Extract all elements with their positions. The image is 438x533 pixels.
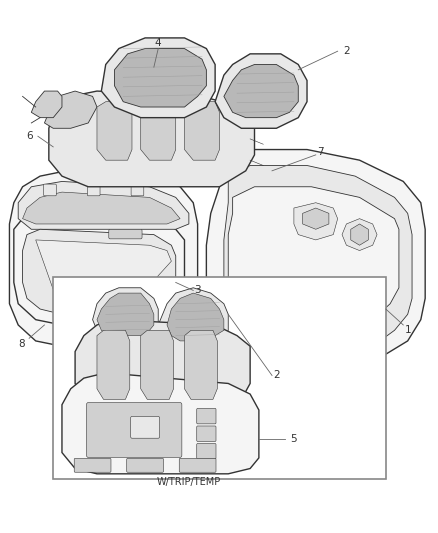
Polygon shape [206, 150, 424, 373]
Polygon shape [114, 49, 206, 107]
Polygon shape [223, 64, 297, 118]
Polygon shape [97, 102, 132, 160]
Polygon shape [35, 240, 171, 314]
FancyBboxPatch shape [196, 426, 215, 441]
Polygon shape [293, 203, 337, 240]
FancyBboxPatch shape [196, 408, 215, 424]
Text: W/TRIP/TEMP: W/TRIP/TEMP [156, 477, 220, 487]
Polygon shape [302, 208, 328, 229]
FancyBboxPatch shape [87, 184, 100, 196]
FancyBboxPatch shape [53, 277, 385, 479]
FancyBboxPatch shape [196, 443, 215, 459]
Polygon shape [22, 229, 175, 314]
Polygon shape [141, 102, 175, 160]
FancyBboxPatch shape [131, 184, 144, 196]
Polygon shape [49, 91, 254, 187]
FancyBboxPatch shape [179, 458, 215, 472]
Polygon shape [75, 320, 250, 410]
Text: 2: 2 [272, 370, 279, 381]
Polygon shape [350, 224, 367, 245]
Text: 3: 3 [194, 286, 201, 295]
Polygon shape [10, 171, 197, 346]
Text: 2: 2 [343, 46, 349, 56]
Polygon shape [101, 38, 215, 118]
Text: 6: 6 [26, 131, 32, 141]
Text: 1: 1 [403, 325, 410, 335]
Text: 7: 7 [316, 147, 323, 157]
Polygon shape [97, 293, 153, 336]
Text: 4: 4 [155, 38, 161, 48]
Polygon shape [223, 165, 411, 357]
FancyBboxPatch shape [109, 229, 142, 239]
FancyBboxPatch shape [86, 402, 181, 457]
Polygon shape [97, 330, 130, 399]
Polygon shape [44, 91, 97, 128]
Polygon shape [228, 187, 398, 336]
FancyBboxPatch shape [127, 458, 163, 472]
Polygon shape [184, 330, 217, 399]
Polygon shape [341, 219, 376, 251]
Polygon shape [31, 91, 62, 118]
Polygon shape [141, 330, 173, 399]
Polygon shape [158, 288, 228, 346]
Polygon shape [14, 213, 184, 325]
Polygon shape [22, 192, 180, 224]
Polygon shape [166, 293, 223, 341]
Polygon shape [215, 54, 306, 128]
Text: 8: 8 [18, 338, 25, 349]
Polygon shape [62, 373, 258, 474]
Text: 5: 5 [290, 434, 297, 445]
FancyBboxPatch shape [43, 184, 56, 196]
FancyBboxPatch shape [74, 458, 111, 472]
FancyBboxPatch shape [131, 416, 159, 438]
Polygon shape [92, 288, 158, 341]
Polygon shape [184, 102, 219, 160]
Polygon shape [18, 181, 188, 229]
